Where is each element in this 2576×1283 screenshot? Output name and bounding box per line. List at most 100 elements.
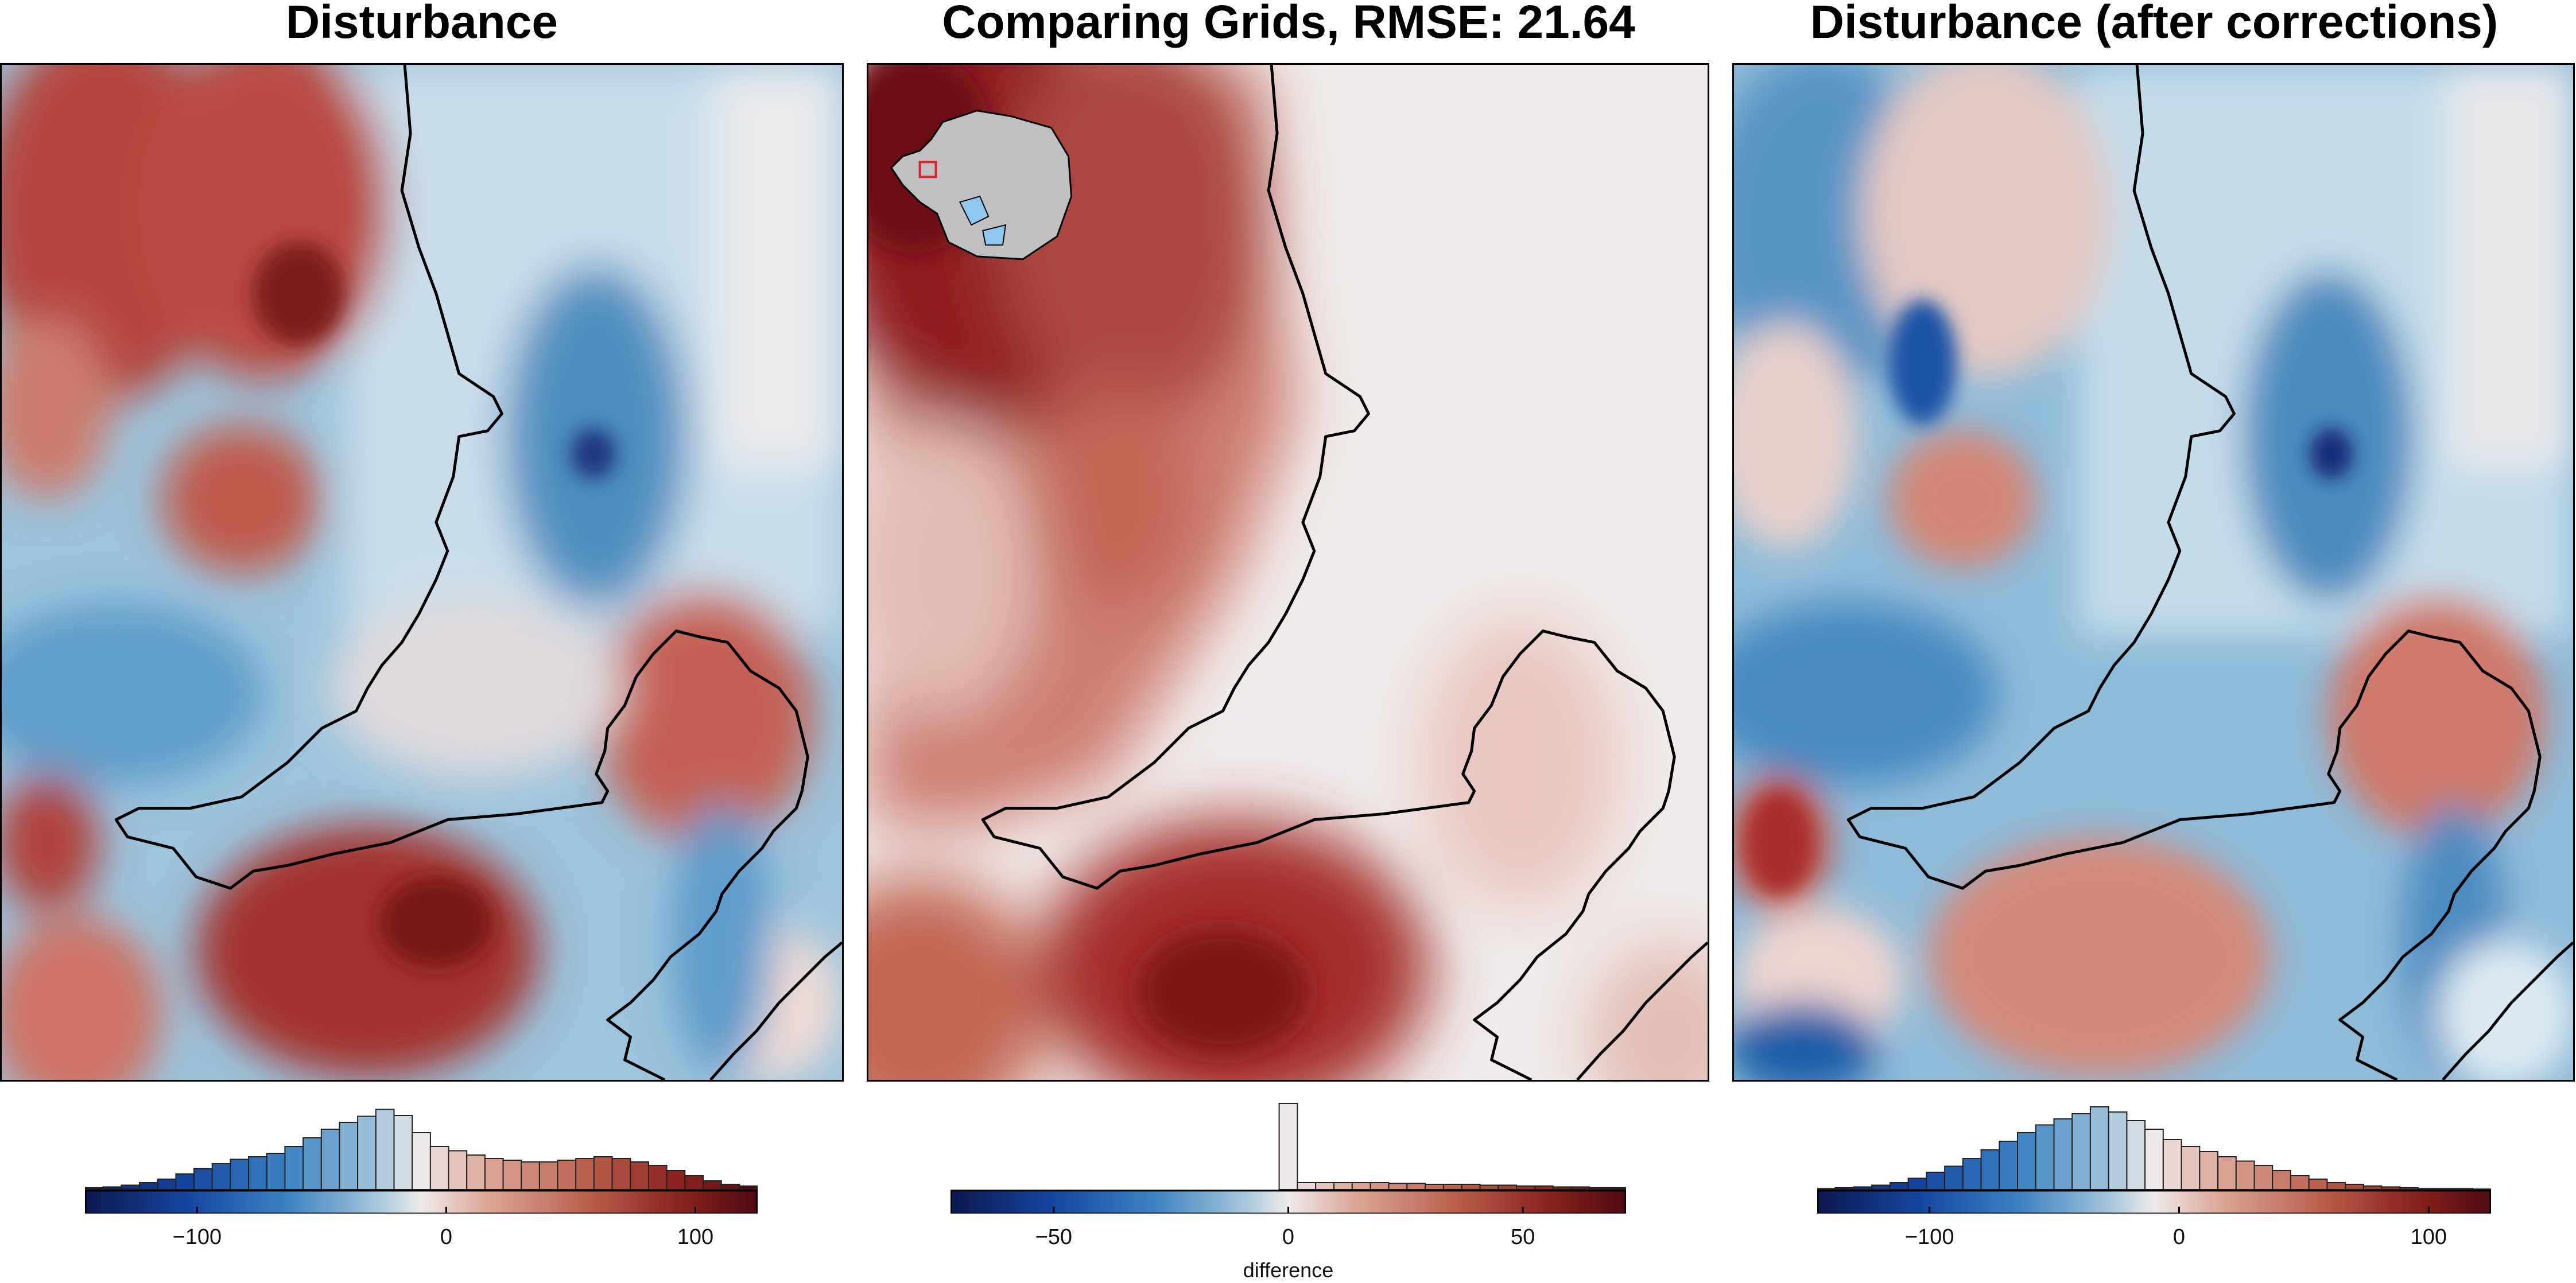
histogram-bar (2162, 1139, 2182, 1190)
histogram-bar (684, 1175, 704, 1190)
colorbar-tick-label: 100 (677, 1225, 714, 1249)
coastline-east (1576, 941, 1708, 1080)
histogram-bar (193, 1168, 213, 1190)
anomaly-field (2, 65, 842, 1080)
histogram-bar (1406, 1183, 1426, 1190)
histogram-bar (1516, 1185, 1535, 1190)
histogram-bar (1297, 1182, 1317, 1190)
histogram-bar (1315, 1182, 1335, 1190)
histogram-bar (1907, 1177, 1927, 1190)
anomaly-field (1734, 65, 2573, 1080)
histogram-bar (611, 1158, 631, 1190)
histogram-bar (1570, 1186, 1590, 1190)
histogram-bar (521, 1161, 540, 1190)
panel-title-disturbance: Disturbance (286, 0, 558, 48)
histogram-bar (1278, 1103, 1298, 1190)
histogram-bar (2089, 1106, 2109, 1190)
histogram-bar (1351, 1182, 1371, 1190)
histogram-bar (412, 1132, 431, 1190)
disturbance-corrected-map (1732, 63, 2575, 1082)
histogram-bar (2181, 1146, 2201, 1190)
histogram-bar (357, 1115, 377, 1190)
histogram-bar (1889, 1182, 1909, 1190)
histogram-bar (647, 1165, 668, 1190)
histogram-bar (1853, 1186, 1873, 1190)
colorbar-tick-label: 0 (1282, 1225, 1295, 1249)
histogram-bar (1370, 1182, 1390, 1190)
histogram-bar (575, 1158, 595, 1190)
histogram-bar (1962, 1158, 1982, 1190)
histogram-bar (1999, 1141, 2018, 1190)
colorbar-tick-label: 0 (440, 1225, 452, 1249)
histogram-bar (102, 1186, 122, 1190)
histogram-bar (230, 1158, 250, 1190)
coastline-east (2442, 941, 2573, 1080)
histogram-bar (1534, 1185, 1554, 1190)
histogram-bar (1442, 1184, 1462, 1190)
histogram-bar (2418, 1188, 2437, 1190)
colorbar-tick-label: −100 (1904, 1225, 1954, 1249)
colorbar-label: difference (1243, 1258, 1334, 1282)
colorbar-gradient (85, 1189, 758, 1214)
colorbar-disturbance: −100 0 100 (85, 1099, 758, 1283)
histogram-bar (2144, 1129, 2164, 1190)
panel-title-disturbance-corrected: Disturbance (after corrections) (1810, 0, 2499, 48)
panel-title-comparison: Comparing Grids, RMSE: 21.64 (942, 0, 1635, 48)
histogram-bar (1926, 1172, 1946, 1190)
histogram-bar (466, 1154, 486, 1190)
histogram-bar (538, 1161, 558, 1190)
colorbar-gradient (1817, 1189, 2491, 1214)
coastline (1846, 65, 2542, 1080)
histogram-bar (2217, 1156, 2237, 1190)
histogram-bar (85, 1187, 104, 1190)
histogram-bar (2399, 1187, 2419, 1190)
comparison-map (867, 63, 1709, 1082)
histogram-bar (2035, 1124, 2055, 1190)
histogram-bar (175, 1173, 195, 1190)
histogram-bar (1589, 1187, 1609, 1190)
coastline (981, 65, 1676, 1080)
colorbar-difference: −50 0 50 difference (951, 1099, 1626, 1283)
histogram-bar (2108, 1111, 2128, 1190)
histogram-bar (302, 1137, 322, 1190)
histogram-bar (2071, 1113, 2091, 1190)
histogram-bar (1479, 1184, 1499, 1190)
histogram-bar (2199, 1151, 2218, 1190)
histogram-bar (1944, 1165, 1964, 1190)
histogram-bar (1388, 1183, 1408, 1190)
histogram-bar (739, 1185, 758, 1190)
histogram-bar (1498, 1184, 1518, 1190)
histogram-bar (211, 1163, 231, 1190)
histogram-bar (1834, 1187, 1855, 1190)
histogram-bar (2235, 1160, 2255, 1190)
histogram-bar (484, 1158, 504, 1190)
histogram-bar (1817, 1188, 1836, 1190)
coastline (114, 65, 809, 1080)
histogram-bar (2326, 1182, 2346, 1190)
histogram-bar (2053, 1118, 2073, 1190)
colorbar-disturbance-corrected: −100 0 100 (1817, 1099, 2491, 1283)
colorbar-tick-label: 100 (2410, 1225, 2447, 1249)
histogram-bar (557, 1160, 577, 1190)
histogram-bar (720, 1184, 740, 1190)
disturbance-map (0, 63, 844, 1082)
histogram-bar (2290, 1175, 2310, 1190)
histogram-bar (630, 1161, 649, 1190)
histogram-bar (339, 1122, 359, 1190)
histogram-bar (266, 1153, 286, 1190)
histogram-bar (1333, 1182, 1353, 1190)
histogram-bar (448, 1150, 468, 1190)
colorbar-tick-label: 0 (2172, 1225, 2186, 1249)
histogram-bar (248, 1156, 267, 1190)
colorbar-tick-label: −100 (172, 1225, 222, 1249)
histogram-bar (2381, 1186, 2401, 1190)
histogram-bar (139, 1182, 158, 1190)
histogram-bar (2126, 1120, 2146, 1190)
histogram-bar (429, 1146, 449, 1190)
histogram-bar (284, 1146, 304, 1190)
colorbar-tick-label: 50 (1511, 1225, 1535, 1249)
antarctica-inset (890, 110, 1073, 261)
histogram-bar (2454, 1188, 2474, 1190)
histogram-bar (121, 1184, 141, 1190)
histogram-bar (1461, 1184, 1481, 1190)
